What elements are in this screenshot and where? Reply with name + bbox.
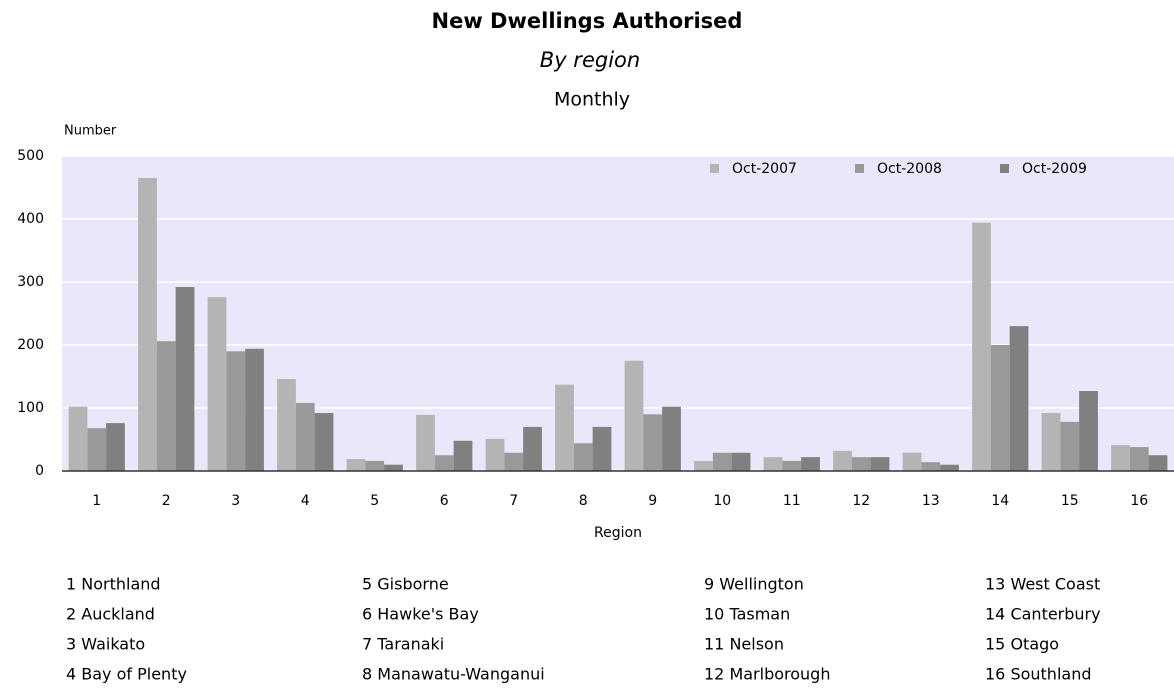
bar: [972, 222, 991, 471]
y-tick-label: 100: [17, 400, 44, 416]
bar: [763, 457, 783, 471]
bar: [921, 462, 941, 471]
y-tick-label: 400: [17, 211, 44, 227]
bar: [106, 423, 125, 471]
bar: [573, 443, 593, 471]
bar: [523, 426, 542, 471]
bar: [870, 457, 890, 471]
bar: [712, 452, 732, 471]
x-tick-label: 6: [440, 493, 449, 509]
bar: [902, 452, 922, 471]
x-tick-label: 13: [922, 493, 940, 509]
legend-label: Oct-2009: [1022, 161, 1087, 177]
x-tick-label: 4: [301, 493, 310, 509]
x-tick-label: 15: [1061, 493, 1079, 509]
y-axis-label: Number: [64, 124, 117, 139]
region-name: 7 Taranaki: [362, 635, 444, 654]
region-name: 10 Tasman: [704, 605, 790, 624]
chart-subtitle: By region: [540, 48, 640, 72]
bar: [346, 459, 366, 471]
bar: [295, 402, 315, 471]
bar: [156, 341, 176, 471]
region-name: 14 Canterbury: [985, 605, 1101, 624]
bar: [175, 287, 195, 471]
x-tick-label: 10: [713, 493, 731, 509]
region-name: 12 Marlborough: [704, 665, 830, 684]
bar: [245, 348, 264, 471]
x-tick-label: 11: [783, 493, 801, 509]
bar: [694, 460, 713, 471]
bar: [851, 457, 871, 471]
bar: [434, 455, 454, 471]
region-name: 5 Gisborne: [362, 575, 449, 594]
x-tick-label: 1: [92, 493, 101, 509]
bar: [365, 460, 385, 471]
bar: [1041, 413, 1061, 471]
bar: [643, 414, 663, 471]
bar: [68, 406, 88, 471]
x-tick-label: 8: [579, 493, 588, 509]
bar: [1111, 445, 1130, 471]
bar: [314, 413, 334, 471]
bar: [782, 460, 802, 471]
x-tick-label: 3: [231, 493, 240, 509]
bar: [277, 379, 296, 471]
legend-label: Oct-2007: [732, 161, 797, 177]
region-name: 13 West Coast: [985, 575, 1100, 594]
region-name: 6 Hawke's Bay: [362, 605, 479, 624]
chart-title: New Dwellings Authorised: [432, 9, 743, 33]
bar: [416, 414, 435, 471]
region-name: 2 Auckland: [66, 605, 155, 624]
bar: [226, 351, 246, 471]
bar: [87, 428, 107, 471]
bar: [731, 452, 751, 471]
bar: [207, 297, 227, 471]
y-tick-label: 300: [17, 274, 44, 290]
bar: [592, 426, 612, 471]
x-tick-label: 2: [162, 493, 171, 509]
x-tick-label: 16: [1130, 493, 1148, 509]
bar: [624, 360, 644, 471]
y-tick-label: 0: [35, 463, 44, 479]
bar: [555, 384, 574, 471]
bar: [504, 452, 524, 471]
bar: [801, 457, 820, 471]
x-tick-label: 5: [370, 493, 379, 509]
region-name: 9 Wellington: [704, 575, 804, 594]
x-tick-label: 12: [852, 493, 870, 509]
region-name: 8 Manawatu-Wanganui: [362, 665, 545, 684]
region-name: 1 Northland: [66, 575, 161, 594]
region-name: 4 Bay of Plenty: [66, 665, 187, 684]
region-name: 16 Southland: [985, 665, 1092, 684]
legend-swatch: [1000, 164, 1009, 173]
bar: [1079, 390, 1098, 471]
bar: [453, 440, 473, 471]
x-tick-label: 7: [509, 493, 518, 509]
y-tick-label: 500: [17, 148, 44, 164]
bar: [662, 406, 681, 471]
y-tick-label: 200: [17, 337, 44, 353]
legend-label: Oct-2008: [877, 161, 942, 177]
bar: [940, 464, 959, 471]
legend-swatch: [710, 164, 719, 173]
bar: [1129, 447, 1149, 471]
legend-swatch: [855, 164, 864, 173]
bar: [990, 345, 1010, 471]
bar: [485, 438, 505, 471]
bar: [384, 464, 403, 471]
chart-frequency: Monthly: [554, 89, 630, 111]
region-name: 3 Waikato: [66, 635, 145, 654]
bar: [1009, 326, 1029, 471]
region-name: 15 Otago: [985, 635, 1059, 654]
bar: [1148, 455, 1168, 471]
x-tick-label: 9: [648, 493, 657, 509]
bar: [138, 178, 157, 472]
x-tick-label: 14: [991, 493, 1009, 509]
region-name: 11 Nelson: [704, 635, 784, 654]
bar: [833, 450, 852, 471]
bar: [1060, 421, 1080, 471]
x-axis-label: Region: [594, 525, 642, 541]
